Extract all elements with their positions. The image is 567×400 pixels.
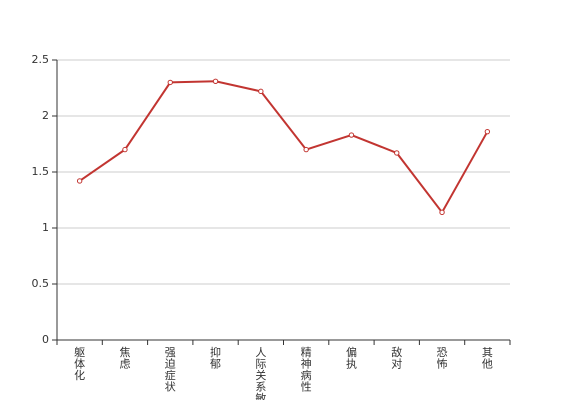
point (303, 146, 309, 153)
y-tick-label: 1.5 (32, 165, 50, 178)
x-tick-label: 恐怖 (437, 346, 448, 371)
point (212, 78, 219, 84)
point (348, 132, 355, 138)
y-tick-label: 2 (42, 109, 49, 122)
x-tick-label: 偏执 (346, 345, 357, 371)
point (122, 146, 128, 153)
x-tick-label: 焦虑 (119, 346, 130, 371)
line (79, 80, 489, 215)
x-tick-label: 精神病性 (301, 346, 312, 394)
point (76, 178, 83, 184)
x-tick-label: 其他 (482, 346, 493, 371)
point (167, 79, 173, 86)
x-tick-label: 敌对 (391, 345, 402, 371)
point (484, 128, 491, 135)
x-tick-label: 抑郁 (210, 345, 221, 371)
y-tick-label: 2.5 (32, 53, 50, 66)
x-tick-label: 人际关系敏感 (255, 346, 266, 400)
x-tick-label: 强迫症状 (165, 346, 176, 394)
y-tick-label: 0.5 (32, 277, 50, 290)
point (258, 88, 264, 95)
y-tick-label: 0 (42, 333, 49, 346)
point (394, 150, 400, 156)
point (439, 209, 445, 216)
y-tick-label: 1 (42, 221, 49, 234)
x-tick-label: 躯体化 (74, 346, 85, 382)
